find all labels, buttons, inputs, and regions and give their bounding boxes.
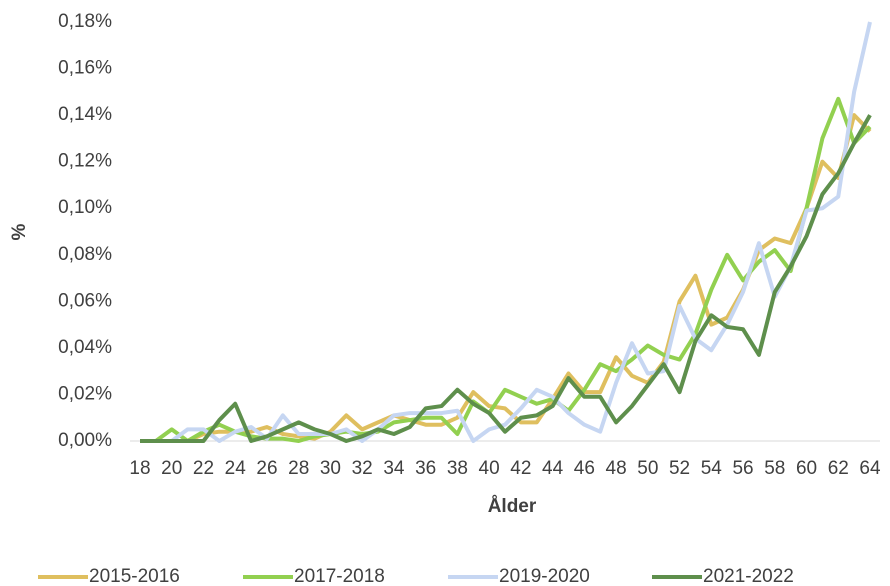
y-axis-label: % xyxy=(9,223,30,240)
x-tick-label: 50 xyxy=(637,458,658,479)
x-axis-label: Ålder xyxy=(488,496,537,517)
line-series xyxy=(140,21,872,443)
x-tick-label: 24 xyxy=(225,458,247,479)
x-tick-label: 30 xyxy=(320,458,341,479)
legend-label: 2019-2020 xyxy=(499,566,590,586)
x-tick-label: 48 xyxy=(606,458,627,479)
y-tick-label: 0,12% xyxy=(58,151,112,172)
y-tick-label: 0,18% xyxy=(58,11,112,32)
x-tick-label: 34 xyxy=(383,458,405,479)
y-tick-label: 0,02% xyxy=(58,383,112,404)
x-tick-label: 28 xyxy=(288,458,309,479)
y-tick-label: 0,16% xyxy=(58,58,112,79)
x-tick-label: 22 xyxy=(193,458,214,479)
y-tick-label: 0,08% xyxy=(58,244,112,265)
x-tick-label: 46 xyxy=(574,458,595,479)
x-tick-label: 40 xyxy=(479,458,500,479)
y-tick-label: 0,00% xyxy=(58,430,112,451)
legend-label: 2017-2018 xyxy=(294,566,385,586)
y-tick-label: 0,04% xyxy=(58,337,112,358)
x-tick-label: 60 xyxy=(796,458,817,479)
legend-label: 2021-2022 xyxy=(703,566,794,586)
x-tick-label: 54 xyxy=(701,458,723,479)
x-tick-label: 32 xyxy=(352,458,373,479)
x-tick-label: 56 xyxy=(732,458,753,479)
x-tick-label: 20 xyxy=(161,458,182,479)
x-tick-label: 26 xyxy=(256,458,277,479)
y-tick-label: 0,14% xyxy=(58,104,112,125)
legend-label: 2015-2016 xyxy=(89,566,180,586)
y-tick-label: 0,10% xyxy=(58,197,112,218)
x-tick-label: 38 xyxy=(447,458,468,479)
x-tick-label: 18 xyxy=(129,458,150,479)
line-series xyxy=(140,114,872,443)
x-tick-label: 44 xyxy=(542,458,564,479)
x-tick-label: 36 xyxy=(415,458,436,479)
x-tick-label: 58 xyxy=(764,458,785,479)
y-tick-label: 0,06% xyxy=(58,290,112,311)
x-tick-label: 62 xyxy=(828,458,849,479)
line-series xyxy=(140,96,872,443)
x-tick-label: 52 xyxy=(669,458,690,479)
x-tick-label: 42 xyxy=(510,458,531,479)
x-tick-label: 64 xyxy=(859,458,881,479)
